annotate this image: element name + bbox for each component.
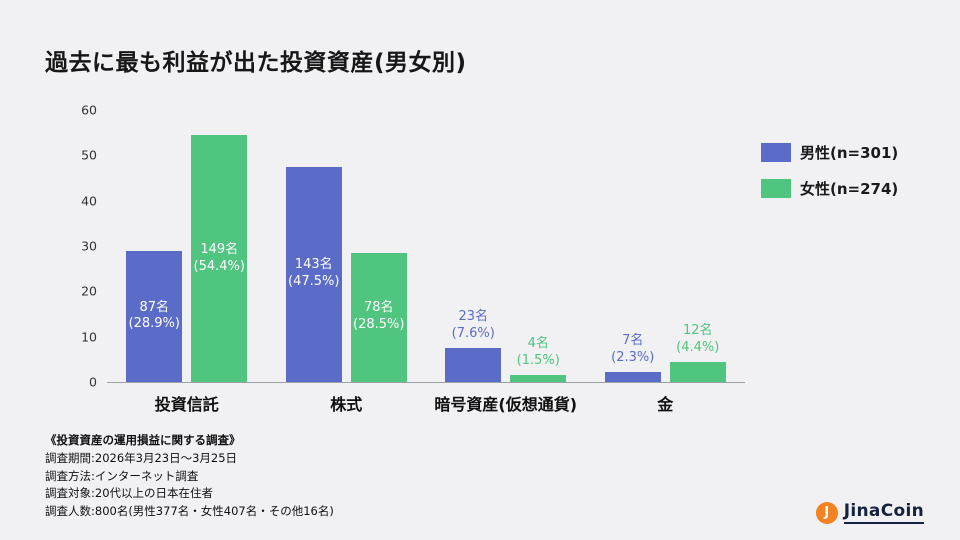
bar-value-label: 143名 (47.5%): [288, 257, 340, 290]
footnote-line: 調査人数:800名(男性377名・女性407名・その他16名): [45, 504, 334, 519]
bar-rect: 149名 (54.4%): [191, 135, 248, 382]
y-tick-30: 30: [81, 238, 97, 254]
bar-value-label: 149名 (54.4%): [193, 241, 245, 274]
bar-group-0: 87名 (28.9%) 149名 (54.4%): [107, 110, 267, 382]
bar-group-1: 143名 (47.5%) 78名 (28.5%): [267, 110, 427, 382]
legend-swatch-female: [761, 179, 791, 198]
footnote-line: 調査対象:20代以上の日本在住者: [45, 486, 214, 501]
legend-swatch-male: [761, 143, 791, 162]
x-label-1: 株式: [330, 395, 363, 414]
bars-container: 87名 (28.9%) 149名 (54.4%) 143名 (47.5%) 78名 (28.5…: [107, 110, 745, 382]
bar-female-0: 149名 (54.4%): [191, 110, 248, 382]
x-label-3: 金: [657, 395, 674, 414]
bar-value-label: 4名 (1.5%): [516, 336, 560, 369]
y-tick-40: 40: [81, 193, 97, 209]
chart-row: 0 10 20 30 40 50 60 87名 (28.9%) 149名 (54.4%) 143名(…: [45, 100, 930, 415]
legend-label-male: 男性(n=301): [800, 144, 899, 162]
bar-rect: [604, 371, 661, 382]
bar-rect: [445, 347, 502, 382]
bar-value-label: 23名 (7.6%): [451, 308, 495, 341]
jinacoin-logo-text: JinaCoin: [843, 501, 924, 524]
x-label-0: 投資信託: [154, 395, 219, 414]
bar-female-2: 4名 (1.5%): [510, 110, 567, 382]
bar-male-1: 143名 (47.5%): [285, 110, 342, 382]
bar-value-label: 87名 (28.9%): [128, 299, 180, 332]
y-tick-0: 0: [89, 374, 97, 390]
y-tick-20: 20: [81, 283, 97, 299]
jinacoin-logo-icon: J: [815, 501, 838, 524]
bar-value-label: 7名 (2.3%): [611, 332, 655, 365]
bar-group-3: 7名 (2.3%) 12名 (4.4%): [586, 110, 746, 382]
bar-rect: 143名 (47.5%): [285, 166, 342, 382]
bar-female-1: 78名 (28.5%): [350, 110, 407, 382]
footnote-line: 調査期間:2026年3月23日〜3月25日: [45, 450, 238, 465]
survey-footnotes: 《投資資産の運用損益に関する調査》 調査期間:2026年3月23日〜3月25日 …: [45, 432, 334, 521]
bar-rect: [669, 362, 726, 382]
bar-group-2: 23名 (7.6%) 4名 (1.5%): [426, 110, 586, 382]
bar-chart: 0 10 20 30 40 50 60 87名 (28.9%) 149名 (54.4%) 143名(…: [45, 100, 745, 415]
y-tick-60: 60: [81, 102, 97, 118]
bar-value-label: 78名 (28.5%): [353, 300, 405, 333]
legend-label-female: 女性(n=274): [800, 180, 899, 198]
legend: 男性(n=301) 女性(n=274): [745, 100, 898, 415]
bar-male-3: 7名 (2.3%): [604, 110, 661, 382]
bar-rect: 87名 (28.9%): [126, 251, 183, 382]
bar-rect: [510, 375, 567, 382]
y-tick-10: 10: [81, 329, 97, 345]
x-label-2: 暗号資産(仮想通貨): [434, 395, 578, 414]
plot-area: 0 10 20 30 40 50 60 87名 (28.9%) 149名 (54.4%) 143名(…: [81, 103, 745, 390]
x-axis-labels: 投資信託 株式 暗号資産(仮想通貨) 金: [107, 391, 745, 415]
bar-rect: 78名 (28.5%): [350, 252, 407, 382]
bar-female-3: 12名 (4.4%): [669, 110, 726, 382]
bar-male-0: 87名 (28.9%): [126, 110, 183, 382]
legend-item-female: 女性(n=274): [761, 178, 898, 199]
footnote-line: 調査方法:インターネット調査: [45, 468, 199, 483]
bar-value-label: 12名 (4.4%): [676, 323, 720, 356]
y-tick-50: 50: [81, 147, 97, 163]
jinacoin-logo: J JinaCoin: [815, 501, 924, 524]
footnote-line: 《投資資産の運用損益に関する調査》: [45, 433, 241, 447]
legend-item-male: 男性(n=301): [761, 142, 898, 163]
page-title: 過去に最も利益が出た投資資産(男女別): [45, 50, 467, 77]
bar-male-2: 23名 (7.6%): [445, 110, 502, 382]
